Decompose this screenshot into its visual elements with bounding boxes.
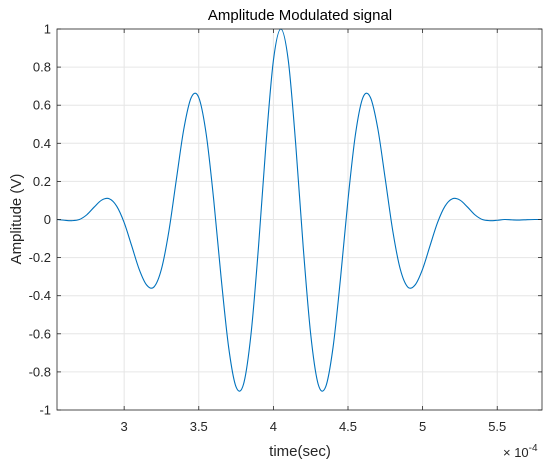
x-axis-label: time(sec) [269, 443, 331, 460]
y-tick-label: 0 [44, 212, 51, 227]
x-exponent-power: -4 [529, 443, 538, 454]
x-tick-label: 5 [419, 419, 426, 434]
y-tick-label: -0.4 [29, 288, 51, 303]
y-tick-label: -1 [39, 403, 51, 418]
x-tick-label: 4.5 [339, 419, 357, 434]
y-axis-label: Amplitude (V) [8, 174, 25, 265]
axis-ticks: 3 3.5 4 4.5 5 5.5 -1 -0.8 -0.6 -0.4 -0.2 0 0.2 0.4 0.6… [29, 22, 542, 434]
chart-title: Amplitude Modulated signal [208, 7, 392, 24]
y-tick-label: 1 [44, 22, 51, 37]
y-tick-label: 0.2 [33, 174, 51, 189]
y-tick-label: -0.2 [29, 250, 51, 265]
x-tick-label: 4 [270, 419, 277, 434]
y-tick-label: 0.6 [33, 98, 51, 113]
x-exponent-base: × 10 [503, 445, 529, 460]
y-tick-label: -0.8 [29, 364, 51, 379]
x-tick-label: 5.5 [488, 419, 506, 434]
x-exponent-label: × 10-4 [503, 443, 538, 460]
y-tick-label: -0.6 [29, 326, 51, 341]
y-tick-label: 0.4 [33, 136, 51, 151]
y-tick-label: 0.8 [33, 60, 51, 75]
signal-series-line [56, 28, 543, 392]
x-tick-label: 3.5 [190, 419, 208, 434]
x-tick-label: 3 [121, 419, 128, 434]
